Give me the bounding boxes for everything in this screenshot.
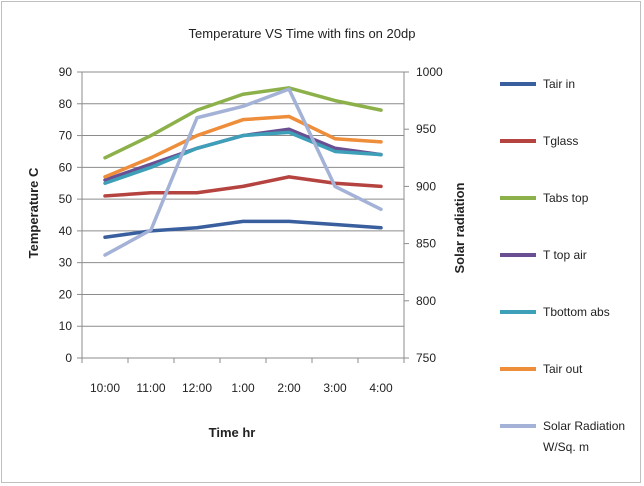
data-point <box>287 127 291 131</box>
y-axis-label: Temperature C <box>26 167 41 258</box>
gridlines <box>82 71 404 327</box>
data-point <box>333 223 337 227</box>
y-tick-label: 20 <box>59 287 73 301</box>
data-point <box>333 99 337 103</box>
legend-label: Tbottom abs <box>543 305 610 319</box>
axes <box>77 71 409 363</box>
data-point <box>149 134 153 138</box>
data-point <box>379 184 383 188</box>
data-point <box>333 137 337 141</box>
x-tick-label: 2:00 <box>277 381 301 395</box>
y-tick-label: 70 <box>59 129 73 143</box>
data-point <box>103 235 107 239</box>
data-point <box>241 134 245 138</box>
data-point <box>149 228 153 232</box>
data-point <box>195 226 199 230</box>
y2-tick-label: 800 <box>416 294 436 308</box>
legend-label: W/Sq. m <box>543 440 589 454</box>
y-tick-label: 0 <box>65 351 72 365</box>
y-tick-label: 50 <box>59 192 73 206</box>
data-point <box>287 114 291 118</box>
y-tick-label: 10 <box>59 319 73 333</box>
data-point <box>103 181 107 185</box>
legend-label: Tglass <box>543 134 578 148</box>
data-point <box>149 162 153 166</box>
data-point <box>287 87 291 91</box>
y2-tick-label: 750 <box>416 351 436 365</box>
data-point <box>379 226 383 230</box>
legend-label: Tair out <box>543 362 583 376</box>
y2-tick-label: 950 <box>416 122 436 136</box>
y-axis-ticks: 0 10 20 30 40 50 60 70 80 90 <box>59 65 73 365</box>
data-point <box>195 191 199 195</box>
y-tick-label: 80 <box>59 97 73 111</box>
y-tick-label: 60 <box>59 160 73 174</box>
data-point <box>149 191 153 195</box>
x-tick-label: 1:00 <box>231 381 255 395</box>
data-point <box>379 153 383 157</box>
data-point <box>195 116 199 120</box>
data-point <box>241 219 245 223</box>
series-line <box>103 219 383 239</box>
data-point <box>103 178 107 182</box>
data-point <box>287 219 291 223</box>
legend: Tair in Tglass Tabs top T top air Tbottom ab… <box>500 77 625 454</box>
data-point <box>333 146 337 150</box>
x-axis-ticks: 10:00 11:00 12:00 1:00 2:00 3:00 4:00 <box>90 381 393 395</box>
data-point <box>379 140 383 144</box>
data-point <box>333 184 337 188</box>
data-point <box>379 207 383 211</box>
data-point <box>103 253 107 257</box>
data-point <box>241 104 245 108</box>
y2-tick-label: 850 <box>416 237 436 251</box>
data-point <box>149 165 153 169</box>
x-tick-label: 11:00 <box>136 381 165 395</box>
data-point <box>195 146 199 150</box>
legend-label: Solar Radiation <box>543 419 625 433</box>
data-point <box>195 108 199 112</box>
y2-tick-label: 900 <box>416 179 436 193</box>
legend-label: Tair in <box>543 77 575 91</box>
x-axis-label: Time hr <box>209 425 256 440</box>
y2-axis-label: Solar radiation <box>452 182 467 273</box>
data-point <box>287 130 291 134</box>
data-point <box>333 149 337 153</box>
data-point <box>241 92 245 96</box>
y2-axis-ticks: 750 800 850 900 950 1000 <box>416 65 443 365</box>
x-tick-label: 4:00 <box>369 381 393 395</box>
data-point <box>287 175 291 179</box>
x-tick-label: 10:00 <box>90 381 120 395</box>
y2-tick-label: 1000 <box>416 65 443 79</box>
data-point <box>103 175 107 179</box>
legend-label: T top air <box>543 248 587 262</box>
x-tick-label: 12:00 <box>182 381 212 395</box>
y-tick-label: 30 <box>59 256 73 270</box>
data-point <box>149 156 153 160</box>
data-point <box>379 108 383 112</box>
chart-title: Temperature VS Time with fins on 20dp <box>189 26 416 41</box>
data-point <box>103 156 107 160</box>
data-point <box>241 118 245 122</box>
x-tick-label: 3:00 <box>323 381 347 395</box>
legend-label: Tabs top <box>543 191 589 205</box>
data-point <box>241 184 245 188</box>
y-tick-label: 40 <box>59 224 73 238</box>
series-lines <box>103 86 383 257</box>
data-point <box>103 194 107 198</box>
y-tick-label: 90 <box>59 65 73 79</box>
data-point <box>195 134 199 138</box>
